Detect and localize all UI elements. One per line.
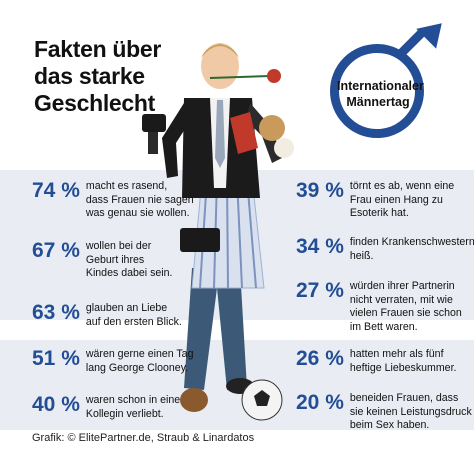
stat-line: nicht verraten, mit wie: [349, 293, 453, 306]
stat-line: lang George Clooney.: [85, 361, 189, 374]
stat-description: macht es rasend, dass Frauen nie sagen w…: [86, 180, 194, 221]
stat-percent: 27 %: [296, 279, 344, 302]
stat-left-5: 40 % waren schon in eine Kollegin verlie…: [32, 394, 180, 421]
stat-line: heftige Liebeskummer.: [349, 361, 457, 374]
source-credit: Grafik: © ElitePartner.de, Straub & Lina…: [32, 432, 255, 444]
badge-line: Internationaler: [337, 79, 424, 93]
stat-line: waren schon in eine: [85, 394, 181, 406]
stat-line: auf den ersten Blick.: [85, 315, 182, 328]
stat-line: würden ihrer Partnerin: [349, 280, 455, 292]
stat-line: beneiden Frauen, dass: [349, 392, 459, 404]
stat-line: Kollegin verliebt.: [85, 407, 164, 420]
stat-line: heiß.: [349, 249, 374, 262]
stat-description: beneiden Frauen, dass sie keinen Leistun…: [350, 392, 472, 433]
stat-line: Geburt ihres: [85, 253, 145, 266]
stat-left-4: 51 % wären gerne einen Tag lang George C…: [32, 348, 193, 375]
stat-percent: 40 %: [32, 393, 80, 416]
badge-arrow-head: [416, 13, 452, 49]
stat-line: törnt es ab, wenn eine: [349, 180, 455, 192]
stat-description: törnt es ab, wenn eine Frau einen Hang z…: [350, 180, 454, 221]
badge-line: Männertag: [346, 95, 410, 109]
stat-line: finden Krankenschwestern: [349, 236, 474, 248]
stat-description: hatten mehr als fünf heftige Liebeskumme…: [350, 348, 457, 375]
stat-percent: 20 %: [296, 391, 344, 414]
stat-line: Esoterik hat.: [349, 207, 409, 219]
stat-line: dass Frauen nie sagen: [85, 193, 194, 206]
badge-text: Internationaler Männertag: [337, 78, 424, 110]
stat-percent: 26 %: [296, 347, 344, 370]
title-line: das starke: [34, 63, 145, 89]
stat-description: finden Krankenschwestern heiß.: [350, 236, 474, 263]
stat-percent: 67 %: [32, 239, 80, 262]
stat-left-1: 74 % macht es rasend, dass Frauen nie sa…: [32, 180, 194, 221]
stat-percent: 34 %: [296, 235, 344, 258]
stat-line: wollen bei der: [85, 240, 152, 252]
stat-line: beim Sex haben.: [349, 419, 430, 431]
stat-line: Kindes dabei sein.: [85, 267, 173, 279]
stat-line: was genau sie wollen.: [85, 207, 190, 219]
stat-description: wollen bei der Geburt ihres Kindes dabei…: [86, 240, 173, 281]
stat-percent: 39 %: [296, 179, 344, 202]
stat-right-4: 26 % hatten mehr als fünf heftige Liebes…: [296, 348, 456, 375]
stat-percent: 74 %: [32, 179, 80, 202]
stat-right-2: 34 % finden Krankenschwestern heiß.: [296, 236, 474, 263]
stat-line: wären gerne einen Tag: [85, 348, 194, 360]
stat-line: sie keinen Leistungsdruck: [349, 405, 472, 418]
stat-percent: 63 %: [32, 301, 80, 324]
stat-line: im Bett waren.: [349, 320, 418, 333]
stat-line: glauben an Liebe: [85, 302, 168, 314]
badge-ring: [330, 44, 424, 138]
stat-right-1: 39 % törnt es ab, wenn eine Frau einen H…: [296, 180, 454, 221]
stat-right-3: 27 % würden ihrer Partnerin nicht verrat…: [296, 280, 462, 334]
stat-left-3: 63 % glauben an Liebe auf den ersten Bli…: [32, 302, 182, 329]
title-line: Fakten über: [34, 36, 162, 62]
stat-description: glauben an Liebe auf den ersten Blick.: [86, 302, 182, 329]
stat-description: waren schon in eine Kollegin verliebt.: [86, 394, 180, 421]
stat-left-2: 67 % wollen bei der Geburt ihres Kindes …: [32, 240, 172, 281]
man-illustration: [142, 43, 294, 421]
stat-description: würden ihrer Partnerin nicht verraten, m…: [350, 280, 462, 334]
stat-line: Frau einen Hang zu: [349, 193, 443, 206]
stat-line: vielen Frauen sie schon: [349, 307, 462, 319]
page-title: Fakten über das starke Geschlecht: [34, 36, 184, 117]
stat-percent: 51 %: [32, 347, 80, 370]
stat-line: hatten mehr als fünf: [349, 348, 444, 360]
title-line: Geschlecht: [34, 90, 155, 116]
stat-description: wären gerne einen Tag lang George Cloone…: [86, 348, 194, 375]
stat-right-5: 20 % beneiden Frauen, dass sie keinen Le…: [296, 392, 472, 433]
stat-line: macht es rasend,: [85, 180, 168, 192]
